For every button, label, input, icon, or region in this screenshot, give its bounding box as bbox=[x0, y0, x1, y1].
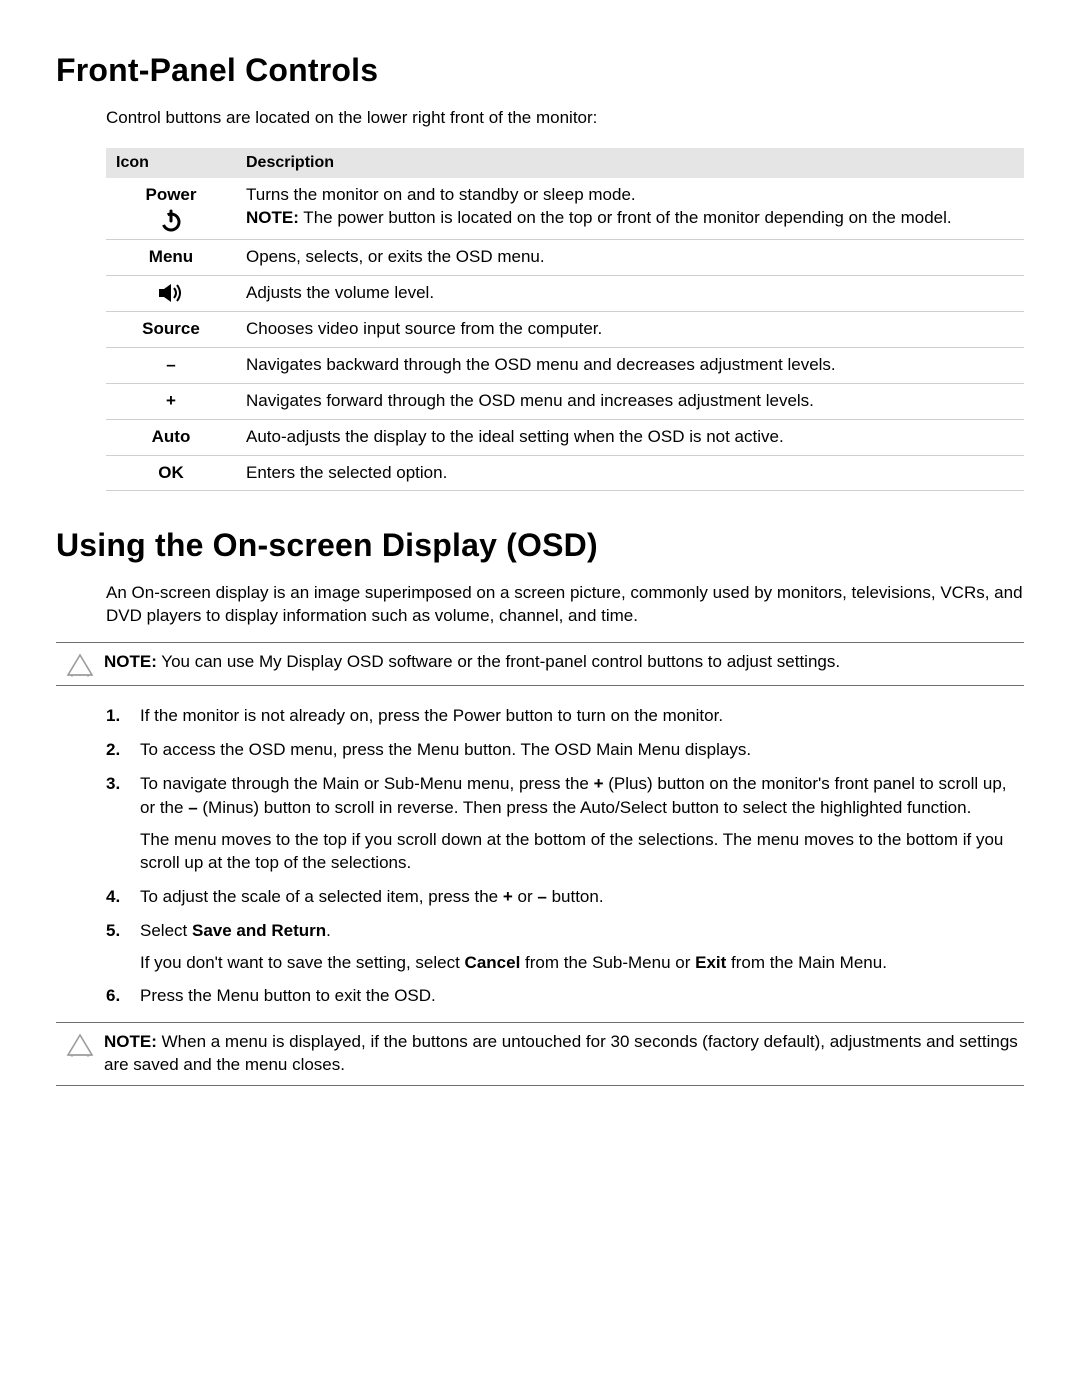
table-row: Power Turns the monitor on and to standb… bbox=[106, 178, 1024, 239]
icon-cell-ok: OK bbox=[106, 455, 236, 491]
power-icon bbox=[116, 209, 226, 233]
osd-steps: If the monitor is not already on, press … bbox=[106, 704, 1024, 1008]
intro-front-panel: Control buttons are located on the lower… bbox=[106, 107, 1024, 130]
list-item: Press the Menu button to exit the OSD. bbox=[106, 984, 1024, 1008]
icon-cell-auto: Auto bbox=[106, 419, 236, 455]
note-triangle-icon bbox=[56, 651, 104, 677]
step5-extra: If you don't want to save the setting, s… bbox=[140, 951, 1024, 975]
desc-power: Turns the monitor on and to standby or s… bbox=[236, 178, 1024, 239]
list-item: If the monitor is not already on, press … bbox=[106, 704, 1024, 728]
list-item: To navigate through the Main or Sub-Menu… bbox=[106, 772, 1024, 875]
desc-volume: Adjusts the volume level. bbox=[236, 275, 1024, 311]
table-row: + Navigates forward through the OSD menu… bbox=[106, 383, 1024, 419]
list-item: Select Save and Return. If you don't wan… bbox=[106, 919, 1024, 975]
volume-icon bbox=[158, 283, 184, 302]
list-item: To adjust the scale of a selected item, … bbox=[106, 885, 1024, 909]
table-row: Menu Opens, selects, or exits the OSD me… bbox=[106, 239, 1024, 275]
desc-plus: Navigates forward through the OSD menu a… bbox=[236, 383, 1024, 419]
table-row: Adjusts the volume level. bbox=[106, 275, 1024, 311]
col-header-icon: Icon bbox=[106, 148, 236, 178]
desc-minus: Navigates backward through the OSD menu … bbox=[236, 347, 1024, 383]
table-row: Source Chooses video input source from t… bbox=[106, 311, 1024, 347]
note-triangle-icon bbox=[56, 1031, 104, 1057]
table-row: Auto Auto-adjusts the display to the ide… bbox=[106, 419, 1024, 455]
icon-cell-plus: + bbox=[106, 383, 236, 419]
page: Front-Panel Controls Control buttons are… bbox=[0, 0, 1080, 1164]
note-block-2: NOTE: When a menu is displayed, if the b… bbox=[56, 1022, 1024, 1086]
desc-source: Chooses video input source from the comp… bbox=[236, 311, 1024, 347]
table-row: – Navigates backward through the OSD men… bbox=[106, 347, 1024, 383]
heading-using-osd: Using the On-screen Display (OSD) bbox=[56, 527, 1024, 564]
controls-table: Icon Description Power Turns the monitor… bbox=[106, 148, 1024, 492]
note-text-2: NOTE: When a menu is displayed, if the b… bbox=[104, 1031, 1024, 1077]
note-label: NOTE: bbox=[246, 208, 299, 227]
desc-auto: Auto-adjusts the display to the ideal se… bbox=[236, 419, 1024, 455]
power-label: Power bbox=[145, 185, 196, 204]
step3-extra: The menu moves to the top if you scroll … bbox=[140, 828, 1024, 876]
icon-cell-source: Source bbox=[106, 311, 236, 347]
heading-front-panel-controls: Front-Panel Controls bbox=[56, 52, 1024, 89]
intro-osd: An On-screen display is an image superim… bbox=[106, 582, 1024, 628]
desc-ok: Enters the selected option. bbox=[236, 455, 1024, 491]
icon-cell-minus: – bbox=[106, 347, 236, 383]
icon-cell-menu: Menu bbox=[106, 239, 236, 275]
icon-cell-power: Power bbox=[106, 178, 236, 239]
col-header-description: Description bbox=[236, 148, 1024, 178]
note-text-1: NOTE: You can use My Display OSD softwar… bbox=[104, 651, 1024, 674]
list-item: To access the OSD menu, press the Menu b… bbox=[106, 738, 1024, 762]
note-block-1: NOTE: You can use My Display OSD softwar… bbox=[56, 642, 1024, 686]
desc-menu: Opens, selects, or exits the OSD menu. bbox=[236, 239, 1024, 275]
table-row: OK Enters the selected option. bbox=[106, 455, 1024, 491]
icon-cell-volume bbox=[106, 275, 236, 311]
